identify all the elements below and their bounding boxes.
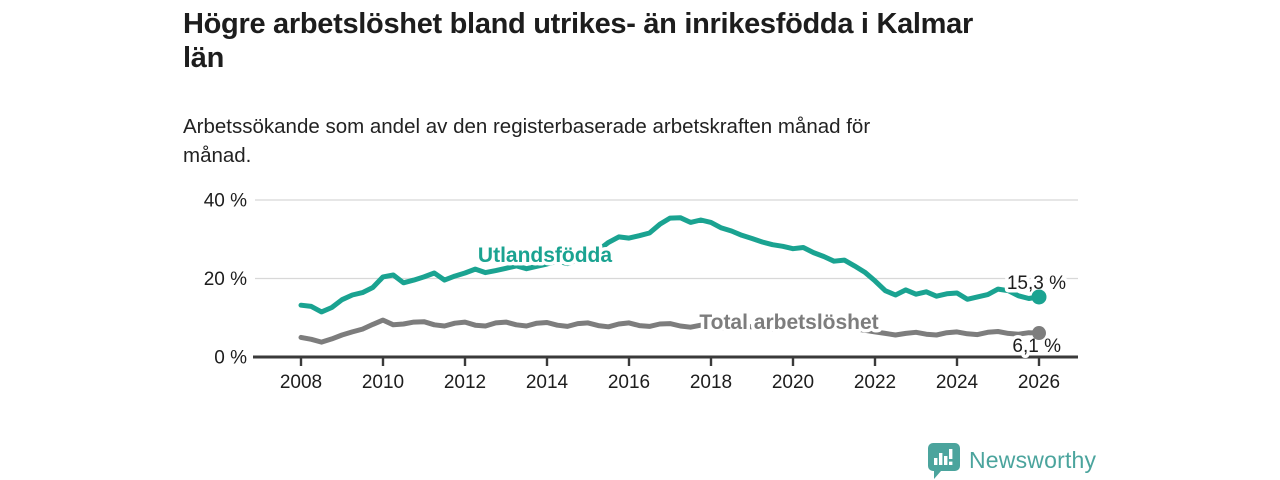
series-label-total-arbetsloshet: Total arbetslöshet <box>699 311 878 334</box>
newsworthy-logo-text: Newsworthy <box>969 447 1097 473</box>
x-tick-label: 2022 <box>854 372 896 393</box>
y-tick-label: 40 % <box>204 191 247 212</box>
series-label-utlandsfodda: Utlandsfödda <box>478 244 612 267</box>
exclamation-stem <box>949 449 953 459</box>
x-tick-label: 2012 <box>444 372 486 393</box>
y-tick-label: 0 % <box>214 348 247 369</box>
x-tick-label: 2020 <box>772 372 814 393</box>
x-tick-label: 2026 <box>1018 372 1060 393</box>
series-line-total-arbetsloshet <box>298 317 1042 345</box>
y-tick-label: 20 % <box>204 269 247 290</box>
chart-subtitle-line-1: Arbetssökande som andel av den registerb… <box>183 115 871 138</box>
chart-subtitle-line-2: månad. <box>183 144 252 167</box>
end-value-label-utlandsfodda: 15,3 % <box>1007 273 1066 294</box>
x-tick-label: 2024 <box>936 372 979 393</box>
exclamation-dot <box>949 461 953 465</box>
end-value-label-total-arbetsloshet: 6,1 % <box>1012 336 1061 357</box>
newsworthy-logo: Newsworthy <box>926 441 1096 480</box>
series-line-utlandsfodda <box>298 215 1042 315</box>
end-dot-utlandsfodda <box>1031 289 1047 305</box>
x-tick-label: 2014 <box>526 372 569 393</box>
bar-2 <box>939 453 943 465</box>
bar-1 <box>934 458 938 465</box>
chart-title-line-2: län <box>183 42 224 74</box>
x-tick-label: 2008 <box>280 372 322 393</box>
bar-3 <box>944 456 948 465</box>
chart-title: Högre arbetslöshet bland utrikes- än inr… <box>183 7 1088 75</box>
newsworthy-bubble-icon <box>928 443 960 479</box>
end-dot-total-arbetsloshet <box>1032 326 1046 341</box>
x-tick-label: 2010 <box>362 372 404 393</box>
chart-subtitle: Arbetssökande som andel av den registerb… <box>183 112 1053 170</box>
chart-title-line-1: Högre arbetslöshet bland utrikes- än inr… <box>183 8 973 40</box>
x-tick-label: 2018 <box>690 372 732 393</box>
x-tick-label: 2016 <box>608 372 650 393</box>
